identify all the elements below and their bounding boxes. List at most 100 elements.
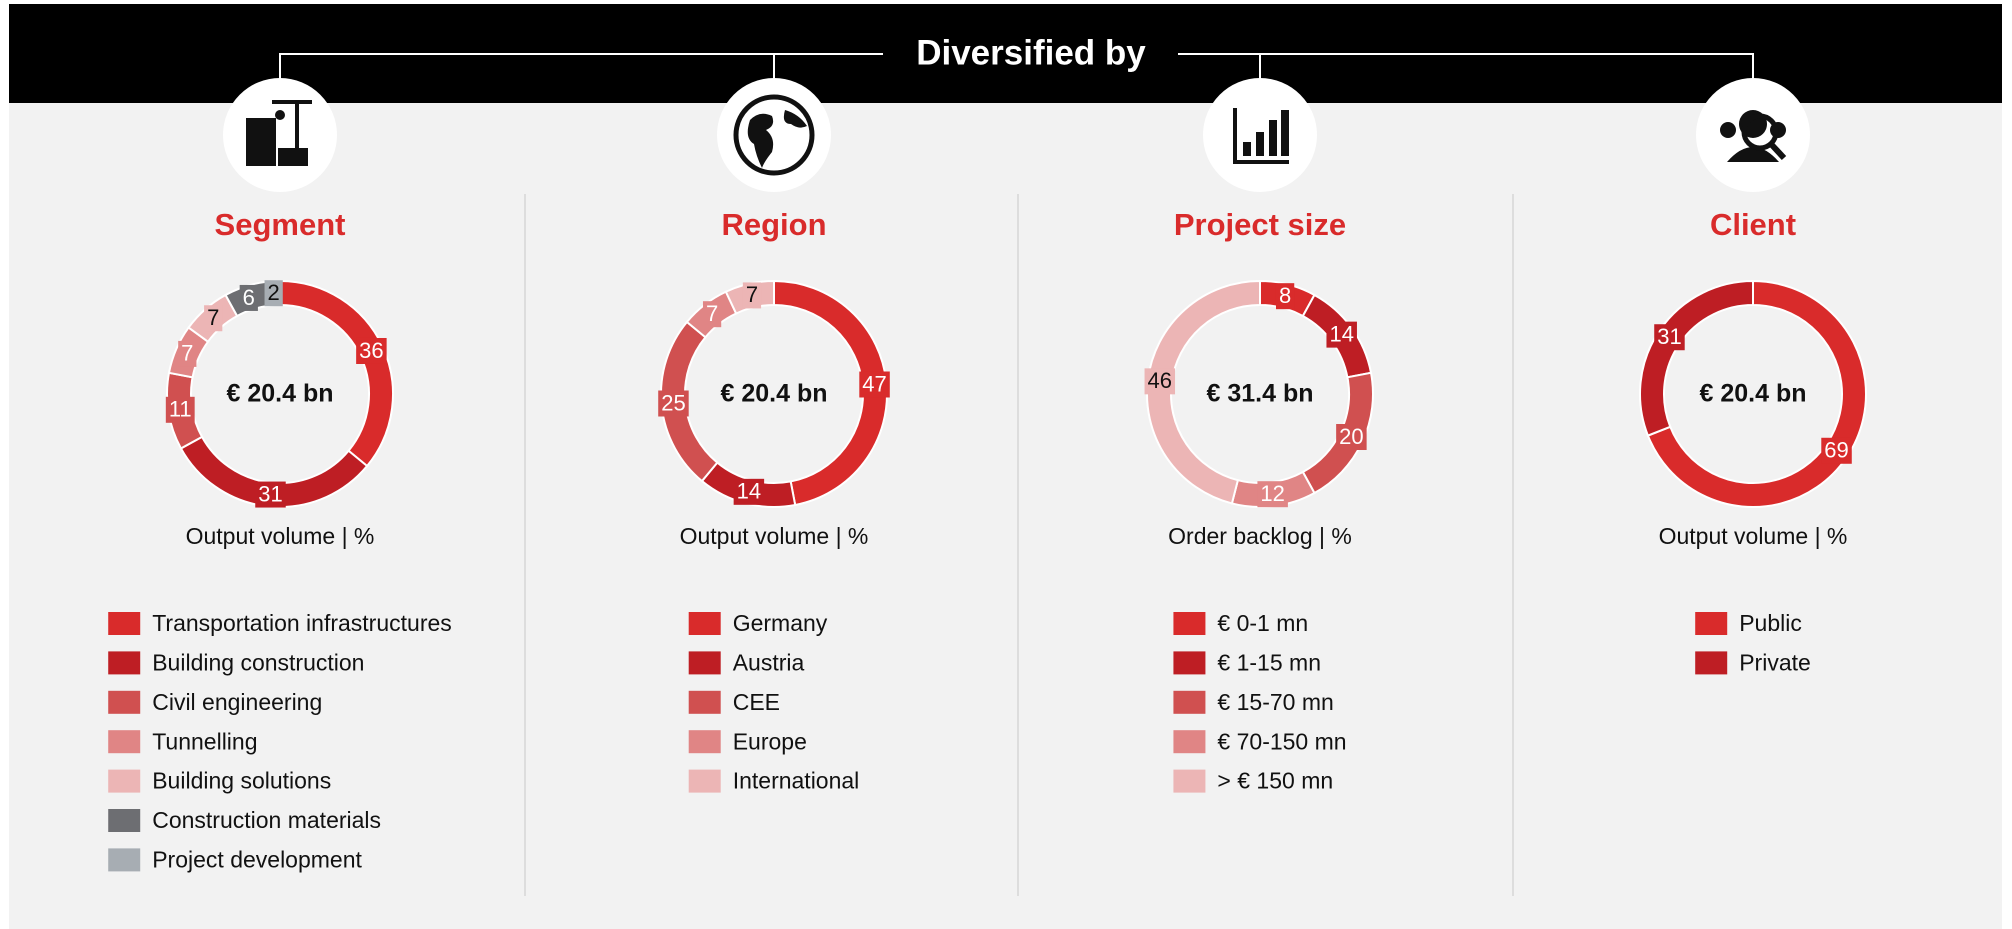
legend-swatch — [1173, 612, 1206, 635]
value-label-box — [1144, 368, 1176, 395]
legend-swatch — [108, 769, 141, 793]
legend: € 0-1 mn € 1-15 mn € 15-70 mn € 70-150 mn > … — [1173, 610, 1347, 794]
value-label-box — [1275, 283, 1295, 310]
donut-segment — [1639, 279, 1754, 437]
value-label: 31 — [1657, 324, 1681, 349]
legend-label: Transportation infrastructures — [152, 610, 452, 636]
legend-swatch — [1173, 769, 1206, 793]
legend-label: € 15-70 mn — [1217, 689, 1333, 715]
legend-label: Project development — [152, 846, 362, 872]
legend-label: Building solutions — [152, 768, 331, 794]
value-label-box — [264, 280, 283, 307]
value-label-box — [165, 396, 195, 423]
value-label: 46 — [1148, 368, 1172, 393]
legend-swatch — [108, 730, 141, 754]
value-label-box — [356, 337, 387, 364]
legend-swatch — [108, 651, 141, 675]
value-label: 12 — [1260, 481, 1284, 506]
value-label-box — [702, 301, 722, 328]
chart-title: Client — [1710, 207, 1796, 242]
value-label-box — [204, 305, 223, 332]
legend: Germany Austria CEE Europe International — [688, 610, 860, 794]
value-label-box — [1336, 424, 1367, 451]
value-label: 69 — [1824, 438, 1848, 463]
legend-label: Europe — [733, 728, 807, 754]
legend-swatch — [108, 612, 141, 635]
dividers — [524, 194, 1514, 896]
value-label: 36 — [359, 338, 383, 363]
legend-swatch — [1173, 690, 1206, 714]
caption: Output volume | % — [186, 523, 375, 549]
legend-label: Austria — [733, 649, 805, 675]
center-label: € 20.4 bn — [721, 380, 828, 408]
value-label: 7 — [706, 301, 718, 326]
chart-title: Region — [721, 207, 826, 242]
value-label: 7 — [746, 282, 758, 307]
legend-swatch — [108, 690, 141, 714]
value-label: 14 — [1329, 321, 1353, 346]
value-label-box — [742, 282, 762, 309]
legend-swatch — [688, 769, 721, 793]
value-label: 6 — [243, 285, 255, 310]
legend-swatch — [688, 730, 721, 754]
value-label-box — [255, 481, 286, 508]
value-label: 47 — [862, 371, 886, 396]
value-label: 7 — [181, 341, 193, 366]
legend-label: CEE — [733, 689, 780, 715]
value-label-box — [178, 340, 197, 367]
value-label: 11 — [169, 397, 192, 422]
chart-title: Segment — [215, 207, 346, 242]
icons — [223, 78, 1810, 192]
header-connector — [279, 53, 1754, 80]
donut-segment — [1146, 279, 1261, 505]
legend-swatch — [1695, 612, 1728, 635]
legend-swatch — [688, 612, 721, 635]
value-label-box — [859, 371, 890, 398]
value-label: 14 — [737, 479, 761, 504]
legend-label: Construction materials — [152, 807, 381, 833]
legend: Public Private — [1695, 610, 1811, 675]
value-label-box — [1326, 321, 1357, 348]
legend-label: Building construction — [152, 649, 364, 675]
legend-swatch — [1695, 651, 1728, 675]
center-label: € 20.4 bn — [1700, 380, 1807, 408]
legend-swatch — [1173, 730, 1206, 754]
legend-label: > € 150 mn — [1217, 768, 1333, 794]
chart-title: Project size — [1174, 207, 1346, 242]
caption: Order backlog | % — [1168, 523, 1352, 549]
value-label-box — [658, 390, 689, 417]
legend-label: € 70-150 mn — [1217, 728, 1346, 754]
legend-swatch — [108, 809, 141, 832]
value-label: 20 — [1339, 424, 1363, 449]
value-label: 31 — [258, 481, 282, 506]
value-label: 7 — [207, 305, 219, 330]
legend-label: Tunnelling — [152, 728, 257, 754]
legend-label: € 1-15 mn — [1217, 649, 1321, 675]
legend: Transportation infrastructures Building c… — [108, 610, 452, 872]
legend-swatch — [688, 690, 721, 714]
center-label: € 31.4 bn — [1207, 380, 1314, 408]
legend-label: Civil engineering — [152, 689, 322, 715]
legend-label: Germany — [733, 610, 828, 636]
value-label-box — [1257, 481, 1288, 508]
value-label-box — [1821, 437, 1852, 464]
legend-label: International — [733, 768, 860, 794]
value-label-box — [1654, 324, 1685, 351]
value-label-box — [733, 478, 765, 505]
legend-swatch — [108, 848, 141, 872]
header-title: Diversified by — [916, 33, 1146, 72]
center-label: € 20.4 bn — [227, 380, 334, 408]
value-label: 25 — [661, 390, 685, 415]
legend-label: € 0-1 mn — [1217, 610, 1308, 636]
legend-label: Private — [1739, 649, 1811, 675]
donut-segment — [1646, 279, 1867, 508]
caption: Output volume | % — [680, 523, 869, 549]
value-label-box — [239, 284, 258, 311]
legend-swatch — [1173, 651, 1206, 675]
caption: Output volume | % — [1659, 523, 1848, 549]
legend-label: Public — [1739, 610, 1802, 636]
value-label: 2 — [268, 280, 280, 305]
legend-swatch — [688, 651, 721, 675]
